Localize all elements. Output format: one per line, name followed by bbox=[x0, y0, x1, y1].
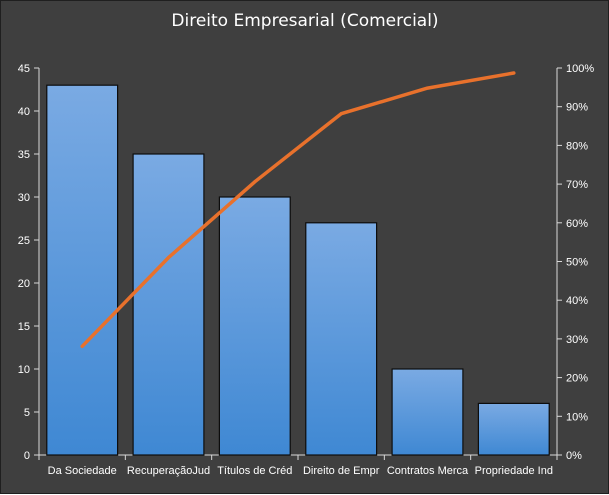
y2-tick-label: 70% bbox=[566, 179, 588, 191]
y-tick-label: 35 bbox=[18, 149, 30, 161]
y2-tick-label: 40% bbox=[566, 295, 588, 307]
y2-tick-label: 90% bbox=[566, 102, 588, 114]
bar bbox=[391, 368, 464, 456]
x-category-label: Propriedade Ind bbox=[475, 465, 553, 477]
y2-tick-label: 20% bbox=[566, 373, 588, 385]
bar bbox=[477, 402, 550, 456]
y2-tick-label: 80% bbox=[566, 140, 588, 152]
y2-tick-label: 0% bbox=[566, 450, 582, 462]
y-tick-label: 40 bbox=[18, 106, 30, 118]
bar bbox=[305, 222, 378, 456]
y-tick-label: 15 bbox=[18, 321, 30, 333]
y2-tick-label: 100% bbox=[566, 63, 594, 75]
y-tick-label: 5 bbox=[24, 407, 30, 419]
y-tick-label: 25 bbox=[18, 235, 30, 247]
bar bbox=[46, 84, 119, 456]
x-category-label: Direito de Empr bbox=[303, 465, 380, 477]
y2-tick-label: 10% bbox=[566, 411, 588, 423]
chart-title: Direito Empresarial (Comercial) bbox=[171, 11, 438, 31]
y2-tick-label: 50% bbox=[566, 257, 588, 269]
x-category-label: RecuperaçãoJud bbox=[127, 465, 210, 477]
x-category-label: Títulos de Créd bbox=[217, 465, 292, 477]
y-tick-label: 0 bbox=[24, 450, 30, 462]
bar bbox=[218, 196, 291, 456]
y2-tick-label: 30% bbox=[566, 334, 588, 346]
cumulative-line-layer bbox=[80, 71, 516, 349]
cumulative-percent-line bbox=[80, 71, 516, 349]
y-tick-label: 20 bbox=[18, 278, 30, 290]
category-labels: Da Sociedade RecuperaçãoJud Títulos de Cré… bbox=[48, 465, 553, 477]
x-category-label: Contratos Merca bbox=[387, 465, 469, 477]
x-category-label: Da Sociedade bbox=[48, 465, 117, 477]
y-tick-label: 45 bbox=[18, 63, 30, 75]
y2-tick-label: 60% bbox=[566, 218, 588, 230]
y-tick-label: 10 bbox=[18, 364, 30, 376]
axes: 0 5 10 15 20 25 30 35 40 45 0% 10% 20% 30% 40% 50% 60% 70… bbox=[18, 63, 595, 462]
bars bbox=[46, 84, 550, 456]
y-tick-label: 30 bbox=[18, 192, 30, 204]
bar bbox=[132, 153, 205, 456]
